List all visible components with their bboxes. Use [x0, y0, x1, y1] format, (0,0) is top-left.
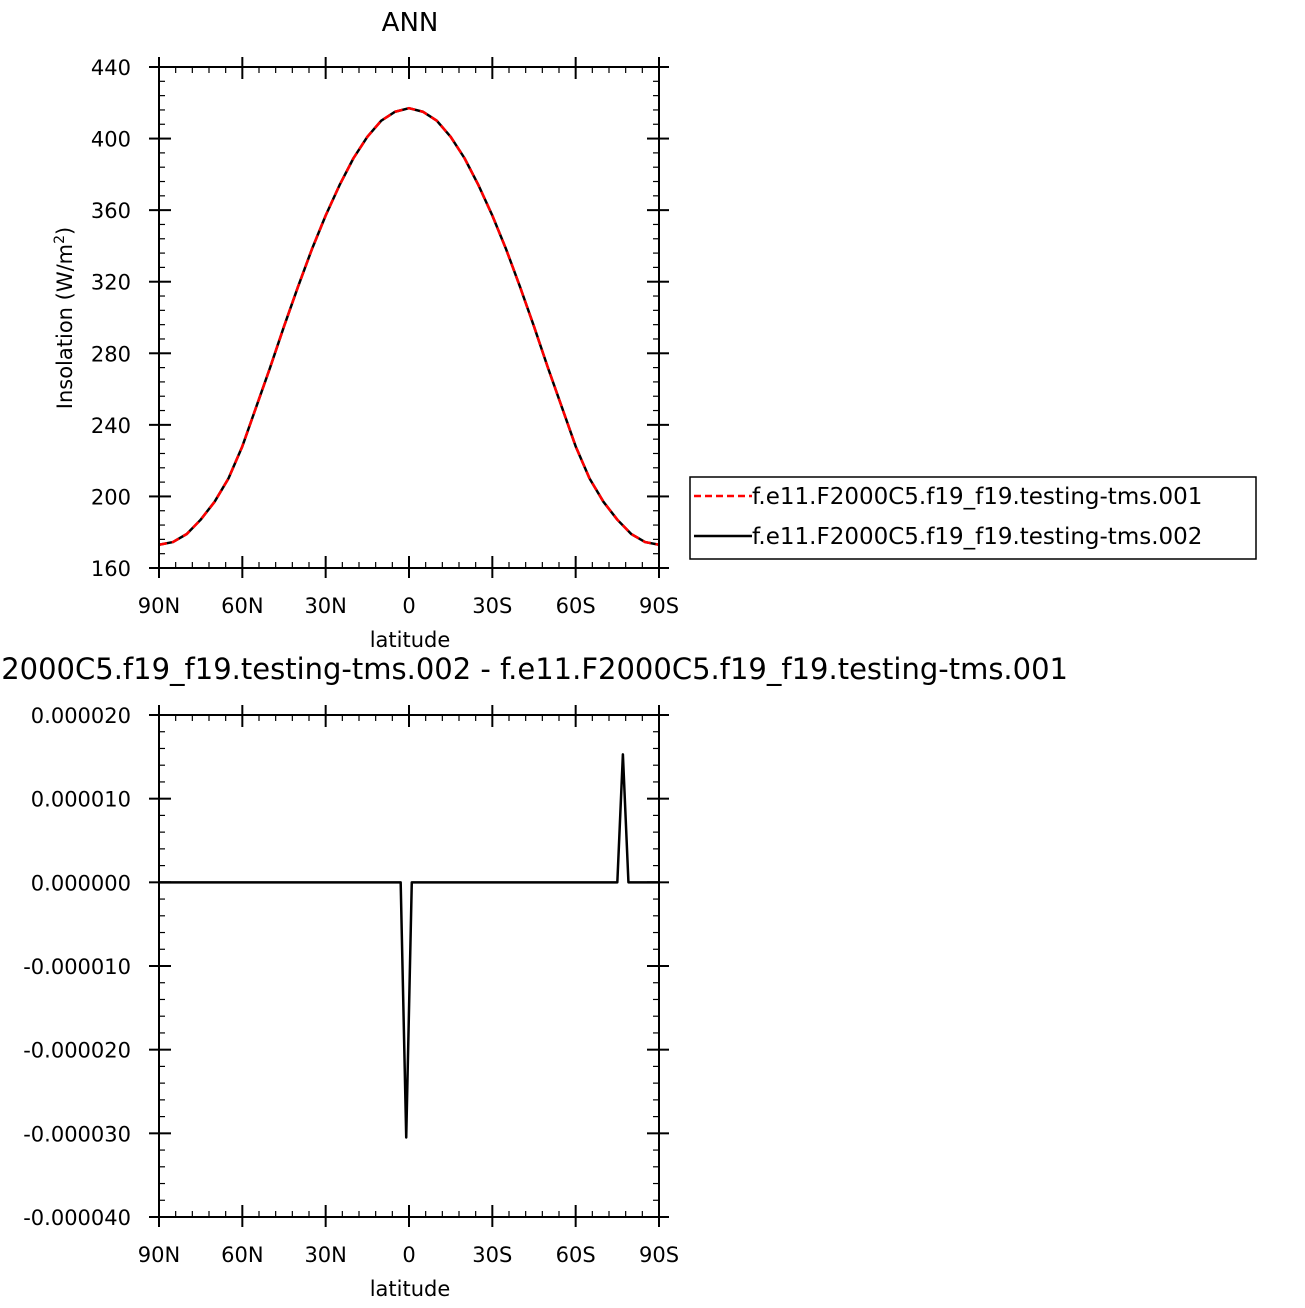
x-tick-label: 30S — [472, 1243, 512, 1267]
x-axis-label: latitude — [370, 628, 451, 652]
legend-label-series-1: f.e11.F2000C5.f19_f19.testing-tms.001 — [752, 484, 1202, 510]
y-axis-label-superscript: 2 — [52, 235, 68, 244]
plot-lines — [158, 106, 660, 546]
axis-ticks — [149, 57, 669, 578]
series-line-2 — [158, 106, 660, 546]
y-tick-label: 200 — [91, 485, 131, 509]
y-tick-label: -0.000030 — [23, 1122, 131, 1146]
legend-label-series-2: f.e11.F2000C5.f19_f19.testing-tms.002 — [752, 524, 1202, 550]
y-tick-label: 0.000020 — [31, 704, 131, 728]
x-tick-label: 30N — [304, 1243, 346, 1267]
x-tick-label: 0 — [402, 594, 415, 618]
y-tick-label: 160 — [91, 557, 131, 581]
legend: f.e11.F2000C5.f19_f19.testing-tms.001 f.… — [689, 476, 1257, 560]
y-tick-label: -0.000010 — [23, 955, 131, 979]
y-tick-label: 240 — [91, 414, 131, 438]
x-tick-label: 30S — [472, 594, 512, 618]
x-axis-label: latitude — [370, 1277, 451, 1301]
difference-chart-title: f.e11.F2000C5.f19_f19.testing-tms.002 - … — [0, 652, 1068, 686]
y-tick-label: 440 — [91, 56, 131, 80]
y-tick-label: 0.000000 — [31, 871, 131, 895]
plot-lines — [159, 753, 659, 1139]
x-tick-label: 60N — [221, 594, 263, 618]
x-tick-label: 60S — [556, 594, 596, 618]
x-tick-label: 90S — [639, 594, 679, 618]
y-tick-label: -0.000040 — [23, 1206, 131, 1230]
series-line-1 — [158, 106, 660, 546]
plot-frame — [158, 66, 660, 569]
x-tick-label: 90N — [138, 1243, 180, 1267]
x-tick-label: 90S — [639, 1243, 679, 1267]
x-tick-label: 30N — [304, 594, 346, 618]
x-tick-label: 60N — [221, 1243, 263, 1267]
tick-labels: 90N 60N 30N 0 30S 60S 90S 160 200 240 280 320 360 400… — [91, 56, 679, 618]
legend-box — [689, 476, 1257, 560]
y-tick-label: 360 — [91, 199, 131, 223]
y-tick-label: 400 — [91, 128, 131, 152]
series-line-1 — [159, 753, 659, 1139]
y-axis-label: Insolation (W/m2) — [52, 227, 77, 410]
insolation-chart: ANN 90N 60N 30N 0 30S 60S 90S 160 200 240 280 320 36… — [52, 8, 1257, 652]
y-axis-label-close: ) — [53, 227, 77, 235]
plot-frame — [158, 714, 660, 1218]
chart-title: ANN — [382, 8, 439, 38]
y-axis-label-text: Insolation (W/m — [53, 244, 77, 409]
y-tick-label: 280 — [91, 342, 131, 366]
y-tick-label: -0.000020 — [23, 1039, 131, 1063]
x-tick-label: 0 — [402, 1243, 415, 1267]
tick-labels: 90N 60N 30N 0 30S 60S 90S -0.000040 -0.000030 -0.… — [23, 704, 679, 1267]
x-tick-label: 90N — [138, 594, 180, 618]
y-tick-label: 320 — [91, 271, 131, 295]
difference-chart: f.e11.F2000C5.f19_f19.testing-tms.002 - … — [0, 652, 1068, 1301]
y-tick-label: 0.000010 — [31, 788, 131, 812]
x-tick-label: 60S — [556, 1243, 596, 1267]
